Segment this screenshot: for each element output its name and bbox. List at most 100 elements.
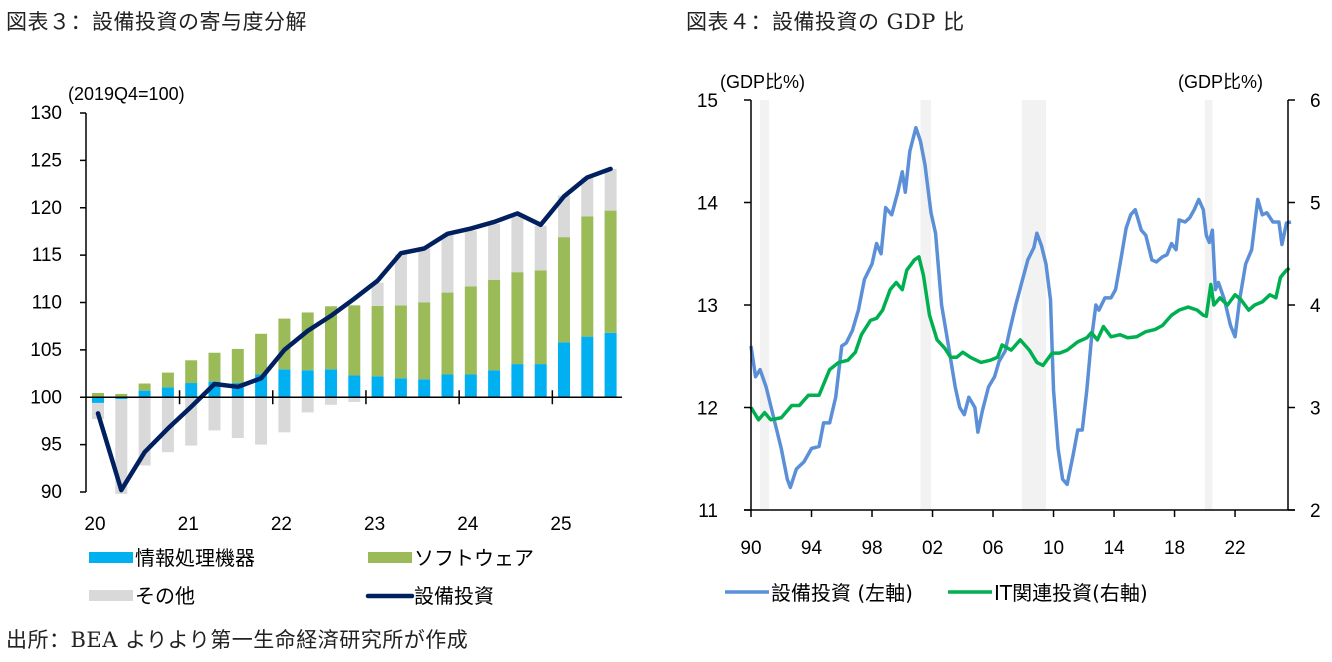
bar-it-equipment: [161, 387, 174, 398]
recession-band: [920, 100, 932, 510]
bar-it-equipment: [534, 364, 547, 398]
left-y-tick-label: 14: [697, 194, 719, 215]
bar-other: [301, 397, 314, 413]
bar-software: [161, 372, 174, 388]
x-tick-label: 10: [1043, 538, 1064, 559]
bar-other: [534, 225, 547, 271]
right-y-tick-label: 6: [1310, 91, 1321, 112]
legend-label: IT関連投資(右軸): [994, 581, 1148, 605]
bar-other: [604, 168, 617, 211]
bar-other: [325, 397, 337, 405]
left-y-tick-label: 12: [697, 399, 718, 420]
y-axis-unit-label: (2019Q4=100): [68, 84, 185, 104]
bar-other: [558, 195, 570, 238]
bar-other: [92, 402, 104, 420]
source-note: 出所：BEA よりより第一生命経済研究所が作成: [6, 628, 469, 652]
right-figure-title: 図表４：設備投資の GDP 比: [686, 10, 965, 34]
bar-other: [115, 399, 128, 494]
right-y-tick-label: 2: [1310, 501, 1321, 522]
x-tick-label: 02: [922, 538, 943, 559]
bar-it-equipment: [278, 369, 291, 398]
bar-it-equipment: [301, 370, 314, 398]
capex-contribution-chart: 90 95 100 105 110 115 120 125 130 20 21 22 23 24 25 (2…: [30, 84, 622, 608]
y-tick-label: 110: [32, 293, 62, 314]
bar-software: [92, 392, 104, 398]
left-y-tick-label: 13: [697, 296, 718, 317]
legend-label: 設備投資 (左軸): [771, 581, 913, 605]
bar-software: [488, 279, 501, 371]
bar-it-equipment: [418, 379, 431, 398]
bar-software: [511, 272, 524, 365]
capex-index-line: [95, 166, 613, 493]
bar-other: [278, 397, 291, 433]
legend-swatch-it-equipment: [89, 552, 133, 563]
capex-gdp-ratio-chart: 11 12 13 14 15 2 3 4 5 6 90 94 98 02 06 10 14 18 22 (GDP比%…: [697, 72, 1321, 605]
bar-other: [208, 397, 221, 431]
bar-it-equipment: [581, 336, 594, 398]
recession-band: [1021, 100, 1046, 510]
y-tick-label: 95: [41, 435, 62, 456]
x-tick-label: 22: [271, 514, 292, 535]
y-tick-label: 105: [30, 340, 62, 361]
right-y-tick-label: 4: [1310, 296, 1321, 317]
x-tick-label: 21: [178, 514, 199, 535]
bar-other: [418, 248, 431, 303]
bar-software: [208, 352, 221, 382]
capex-gdp-line: [749, 125, 1292, 490]
bar-it-equipment: [115, 397, 128, 400]
left-axis-unit-label: (GDP比%): [720, 72, 805, 92]
bar-software: [394, 305, 407, 379]
x-tick-label: 25: [550, 514, 571, 535]
bar-other: [464, 230, 477, 287]
legend-swatch-software: [368, 552, 412, 563]
y-tick-label: 120: [30, 198, 62, 219]
bar-software: [371, 305, 384, 377]
bar-software: [115, 393, 128, 398]
bar-software: [185, 360, 198, 384]
x-tick-label: 22: [1224, 538, 1245, 559]
bar-it-equipment: [185, 383, 198, 398]
bar-software: [138, 383, 151, 391]
bar-other: [394, 254, 407, 306]
y-tick-label: 130: [30, 103, 62, 124]
bar-software: [348, 305, 361, 376]
bar-other: [161, 397, 174, 453]
bar-other: [348, 397, 361, 402]
bar-software: [558, 237, 570, 343]
bar-it-equipment: [371, 376, 384, 398]
bar-software: [255, 333, 268, 375]
right-y-tick-label: 3: [1310, 399, 1321, 420]
bar-it-equipment: [325, 369, 337, 398]
bar-software: [534, 270, 547, 365]
bar-other: [255, 397, 268, 445]
y-tick-label: 115: [32, 245, 62, 266]
left-y-tick-label: 15: [697, 91, 718, 112]
legend-label: 設備投資: [414, 584, 494, 608]
legend: 設備投資 (左軸) IT関連投資(右軸): [725, 581, 1148, 605]
bar-it-equipment: [441, 374, 454, 398]
recession-band: [760, 100, 770, 510]
bar-other: [511, 215, 524, 273]
bar-it-equipment: [604, 332, 617, 398]
left-figure-title: 図表３：設備投資の寄与度分解: [6, 10, 307, 34]
y-tick-label: 90: [41, 482, 62, 503]
y-tick-label: 100: [30, 387, 62, 408]
left-y-tick-label: 11: [698, 501, 718, 522]
bar-it-equipment: [92, 397, 104, 403]
x-tick-label: 06: [982, 538, 1003, 559]
bar-other: [231, 397, 244, 438]
x-tick-label: 94: [801, 538, 823, 559]
bar-software: [231, 348, 244, 384]
bar-it-equipment: [558, 342, 570, 398]
y-tick-label: 125: [30, 150, 62, 171]
x-tick-label: 20: [84, 514, 105, 535]
bar-software: [418, 302, 431, 380]
bar-other: [441, 235, 454, 293]
legend-swatch-other: [89, 590, 133, 601]
x-tick-label: 14: [1103, 538, 1125, 559]
x-tick-label: 98: [861, 538, 882, 559]
bar-it-equipment: [138, 390, 151, 398]
x-tick-label: 18: [1164, 538, 1185, 559]
legend-label: ソフトウェア: [414, 546, 534, 570]
